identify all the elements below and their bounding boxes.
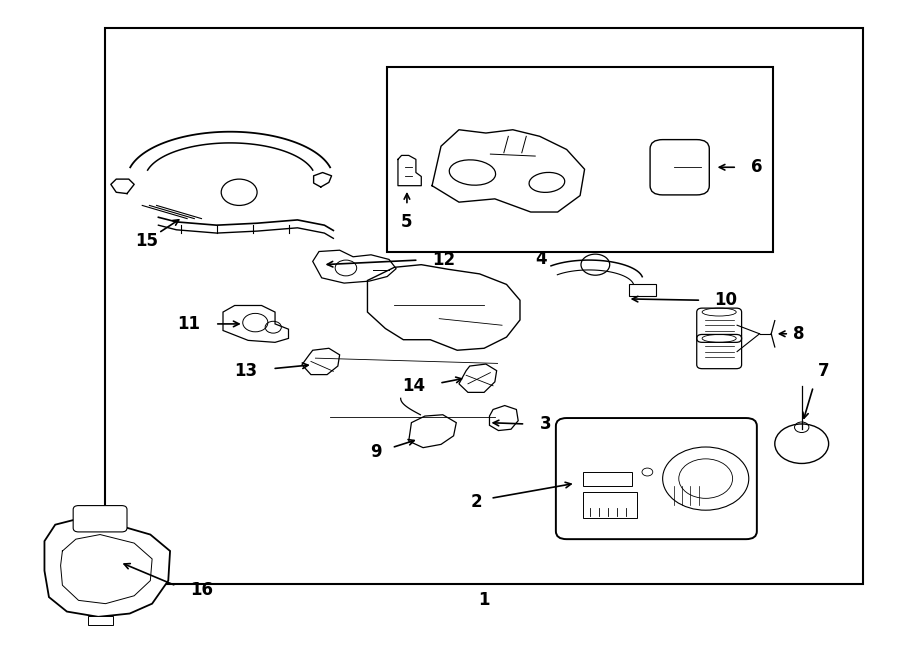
Text: 15: 15 xyxy=(135,232,158,250)
Text: 7: 7 xyxy=(818,362,830,380)
Bar xyxy=(629,284,656,296)
Text: 8: 8 xyxy=(793,325,805,343)
Text: 14: 14 xyxy=(401,377,425,395)
Text: 11: 11 xyxy=(177,315,201,333)
Text: 12: 12 xyxy=(432,251,455,269)
Text: 5: 5 xyxy=(401,214,413,231)
Text: 9: 9 xyxy=(371,443,382,461)
Text: 6: 6 xyxy=(751,158,762,176)
Bar xyxy=(87,615,112,625)
FancyBboxPatch shape xyxy=(73,506,127,532)
Text: 13: 13 xyxy=(234,362,257,380)
Text: 16: 16 xyxy=(190,582,212,600)
Bar xyxy=(583,472,632,486)
Text: 3: 3 xyxy=(540,415,552,433)
Text: 1: 1 xyxy=(478,592,490,609)
Bar xyxy=(104,28,863,584)
Text: 4: 4 xyxy=(536,251,547,268)
Text: 2: 2 xyxy=(471,492,482,511)
Bar xyxy=(387,67,773,252)
Polygon shape xyxy=(44,520,170,617)
Bar xyxy=(583,492,636,518)
Text: 10: 10 xyxy=(715,292,738,309)
FancyBboxPatch shape xyxy=(556,418,757,539)
